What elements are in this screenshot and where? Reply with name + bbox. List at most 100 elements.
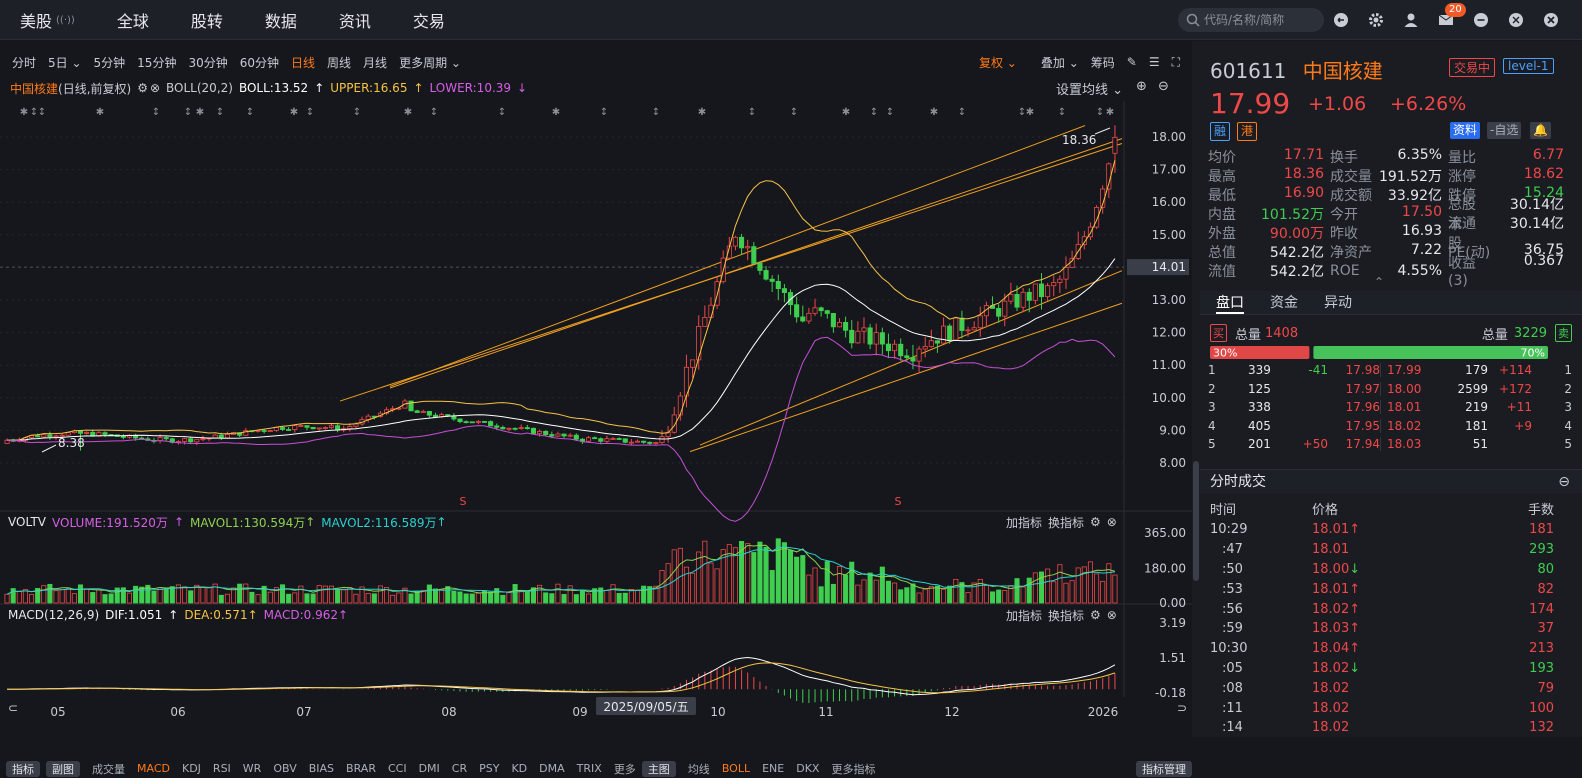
event-marker-icon[interactable]: ↕ [246,107,254,118]
zoom-out-icon[interactable]: ⊖ [1158,79,1169,94]
indicator-tab[interactable]: ENE [762,762,785,775]
indicator-tab[interactable]: CR [451,762,468,775]
orderbook-row[interactable]: 2 125 17.97 18.00 2599 +172 2 [1208,380,1574,399]
period-tab[interactable]: 60分钟 [240,54,279,71]
close-icon[interactable] [1542,11,1560,29]
event-marker-icon[interactable]: ↕ [600,107,608,118]
event-marker-icon[interactable]: ✱ [96,107,104,118]
chouma-button[interactable]: 筹码 [1090,55,1115,70]
settings-lines-icon[interactable]: ☰ [1148,55,1160,69]
minimize-icon[interactable] [1472,11,1490,29]
back-circle-icon[interactable] [1332,11,1350,29]
orderbook-row[interactable]: 4 405 17.95 18.02 181 +9 4 [1208,417,1574,436]
period-tab[interactable]: 周线 [327,54,351,71]
event-marker-icon[interactable]: ✱ [20,107,28,118]
indicator-tab[interactable]: PSY [479,762,500,775]
orderbook-row[interactable]: 5 201 +50 17.94 18.03 51 5 [1208,435,1574,454]
add-indicator-button[interactable]: 加指标 [1006,515,1043,530]
profile-button[interactable]: 资料 [1450,122,1481,139]
period-tab[interactable]: 5日 ⌄ [48,54,82,71]
fullscreen-icon[interactable]: ⛶ [1171,54,1180,69]
event-marker-icon[interactable]: ✱ [196,107,204,118]
more-icon[interactable]: ⊖ [1558,474,1570,490]
period-tab[interactable]: 5分钟 [94,54,126,71]
gear-small-icon[interactable]: ⚙ [137,81,148,95]
diejia-dropdown[interactable]: 叠加 ⌄ [1040,55,1079,70]
event-marker-icon[interactable]: ✱ [842,107,850,118]
event-marker-icon[interactable]: ✱ [552,107,560,118]
trend-line[interactable] [689,302,1123,453]
event-marker-icon[interactable]: ✱ [404,107,412,118]
orderbook-row[interactable]: 1 339 -41 17.98 17.99 179 +114 1 [1208,361,1574,380]
indicator-tab[interactable]: 成交量 [92,762,125,776]
quote-tab[interactable]: 异动 [1324,295,1352,311]
event-marker-icon[interactable]: ✱ [930,107,938,118]
gear-icon[interactable] [1367,11,1385,29]
zoom-in-icon[interactable]: ⊕ [1136,79,1147,94]
swap-indicator-button[interactable]: 换指标 [1048,608,1085,623]
event-marker-icon[interactable]: ✱ [698,107,706,118]
period-tab[interactable]: 30分钟 [188,54,227,71]
topnav-item[interactable]: 数据 [264,12,297,31]
scroll-right-icon[interactable]: ⊃ [1177,701,1187,715]
indicator-tab[interactable]: KDJ [181,762,201,775]
event-marker-icon[interactable]: ↕ [1096,107,1104,118]
indicator-tab[interactable]: KD [511,762,528,775]
event-marker-icon[interactable]: ↕ [30,107,38,118]
indicator-tab[interactable]: DMI [418,762,440,775]
event-marker-icon[interactable]: ↕ [958,107,966,118]
trend-line[interactable] [389,125,1086,387]
indicator-tab[interactable]: BOLL [721,762,751,775]
period-tab[interactable]: 分时 [12,54,36,71]
event-marker-icon[interactable]: ↕ [498,107,506,118]
indicator-tab[interactable]: TRIX [576,762,602,775]
event-marker-icon[interactable]: ↕ [152,107,160,118]
event-marker-icon[interactable]: ↕ [1018,107,1026,118]
topnav-item[interactable]: 资讯 [338,12,371,31]
close-small-icon[interactable]: ⊗ [149,81,161,95]
indicator-tab[interactable]: MACD [137,762,170,775]
indicator-tab[interactable]: 指标 [6,760,40,777]
event-marker-icon[interactable]: ✱ [1026,107,1034,118]
scroll-thumb[interactable] [1193,461,1199,581]
event-marker-icon[interactable]: ✱ [290,107,298,118]
level-badge[interactable]: level-1 [1503,58,1554,74]
event-marker-icon[interactable]: ↕ [216,107,224,118]
collapse-icon[interactable]: ⌃ [1374,275,1385,289]
quote-tab[interactable]: 资金 [1270,295,1298,311]
event-marker-icon[interactable]: ↕ [353,107,361,118]
scroll-left-icon[interactable]: ⊂ [8,701,18,715]
close-small-icon[interactable]: ⊗ [1106,608,1117,622]
indicator-tab[interactable]: OBV [273,762,297,775]
event-marker-icon[interactable]: ↕ [652,107,660,118]
period-tab[interactable]: 更多周期 ⌄ [399,54,461,71]
remove-watchlist-button[interactable]: -自选 [1487,122,1522,139]
margin-tag[interactable]: 融 [1210,122,1231,141]
mail-icon[interactable]: 20 [1437,3,1466,29]
hk-connect-tag[interactable]: 港 [1237,122,1258,141]
bell-icon[interactable]: 🔔 [1530,122,1551,139]
gear-small-icon[interactable]: ⚙ [1090,515,1101,529]
orderbook-row[interactable]: 3 338 17.96 18.01 219 +11 3 [1208,398,1574,417]
indicator-tab[interactable]: WR [242,762,262,775]
topnav-item[interactable]: 股转 [190,12,223,31]
event-marker-icon[interactable]: ↕ [38,107,46,118]
indicator-tab[interactable]: RSI [212,762,231,775]
kline-chart[interactable]: 18.0017.0016.0015.0014.0013.0012.0011.00… [0,41,1192,737]
indicator-tab[interactable]: 指标管理 [1136,760,1192,777]
event-marker-icon[interactable]: ↕ [184,107,192,118]
search-input[interactable] [1204,13,1314,27]
add-indicator-button[interactable]: 加指标 [1006,608,1043,623]
gear-small-icon[interactable]: ⚙ [1090,608,1101,622]
event-marker-icon[interactable]: ↕ [886,107,894,118]
pen-icon[interactable]: ✎ [1126,55,1137,69]
event-marker-icon[interactable]: ↕ [1058,107,1066,118]
search-box[interactable] [1178,8,1324,32]
event-marker-icon[interactable]: ↕ [430,107,438,118]
indicator-tab[interactable]: 副图 [46,760,80,777]
maximize-icon[interactable] [1507,11,1525,29]
indicator-tab[interactable]: BRAR [346,762,376,775]
period-tab[interactable]: 15分钟 [137,54,176,71]
event-marker-icon[interactable]: ↕ [870,107,878,118]
event-marker-icon[interactable]: ✱ [1106,107,1114,118]
